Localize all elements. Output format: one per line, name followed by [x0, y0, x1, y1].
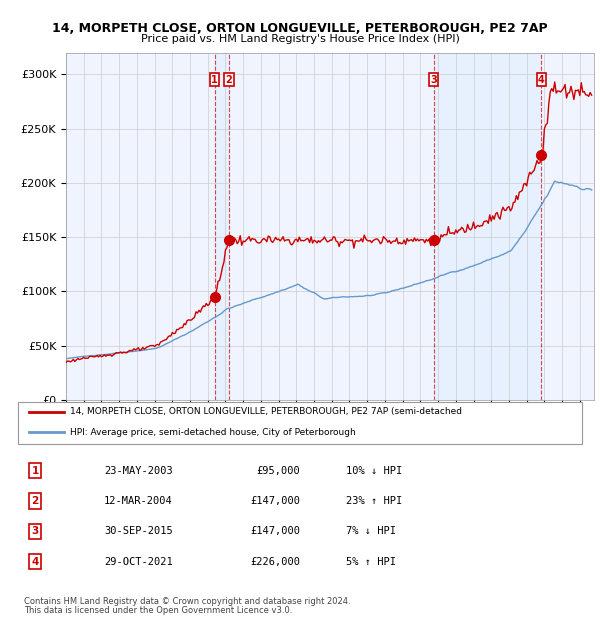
- Text: Contains HM Land Registry data © Crown copyright and database right 2024.: Contains HM Land Registry data © Crown c…: [24, 597, 350, 606]
- Text: 10% ↓ HPI: 10% ↓ HPI: [346, 466, 403, 476]
- Text: 12-MAR-2004: 12-MAR-2004: [104, 496, 173, 506]
- Text: 4: 4: [538, 75, 545, 85]
- Text: 23% ↑ HPI: 23% ↑ HPI: [346, 496, 403, 506]
- Text: This data is licensed under the Open Government Licence v3.0.: This data is licensed under the Open Gov…: [24, 606, 292, 615]
- Text: 2: 2: [226, 75, 232, 85]
- Text: 30-SEP-2015: 30-SEP-2015: [104, 526, 173, 536]
- Text: HPI: Average price, semi-detached house, City of Peterborough: HPI: Average price, semi-detached house,…: [70, 428, 355, 437]
- Text: 1: 1: [31, 466, 38, 476]
- Text: £147,000: £147,000: [250, 526, 300, 536]
- Text: Price paid vs. HM Land Registry's House Price Index (HPI): Price paid vs. HM Land Registry's House …: [140, 34, 460, 44]
- Text: £226,000: £226,000: [250, 557, 300, 567]
- Text: 23-MAY-2003: 23-MAY-2003: [104, 466, 173, 476]
- Text: £95,000: £95,000: [256, 466, 300, 476]
- Text: 5% ↑ HPI: 5% ↑ HPI: [346, 557, 396, 567]
- Bar: [215, 53, 229, 400]
- Text: 7% ↓ HPI: 7% ↓ HPI: [346, 526, 396, 536]
- Text: 4: 4: [31, 557, 39, 567]
- Text: 29-OCT-2021: 29-OCT-2021: [104, 557, 173, 567]
- Text: 1: 1: [211, 75, 218, 85]
- Text: 14, MORPETH CLOSE, ORTON LONGUEVILLE, PETERBOROUGH, PE2 7AP (semi-detached: 14, MORPETH CLOSE, ORTON LONGUEVILLE, PE…: [70, 407, 461, 416]
- Text: 2: 2: [31, 496, 38, 506]
- Text: 3: 3: [31, 526, 38, 536]
- Text: £147,000: £147,000: [250, 496, 300, 506]
- Text: 3: 3: [430, 75, 437, 85]
- Text: 14, MORPETH CLOSE, ORTON LONGUEVILLE, PETERBOROUGH, PE2 7AP: 14, MORPETH CLOSE, ORTON LONGUEVILLE, PE…: [52, 22, 548, 35]
- Bar: [434, 53, 541, 400]
- FancyBboxPatch shape: [18, 402, 582, 444]
